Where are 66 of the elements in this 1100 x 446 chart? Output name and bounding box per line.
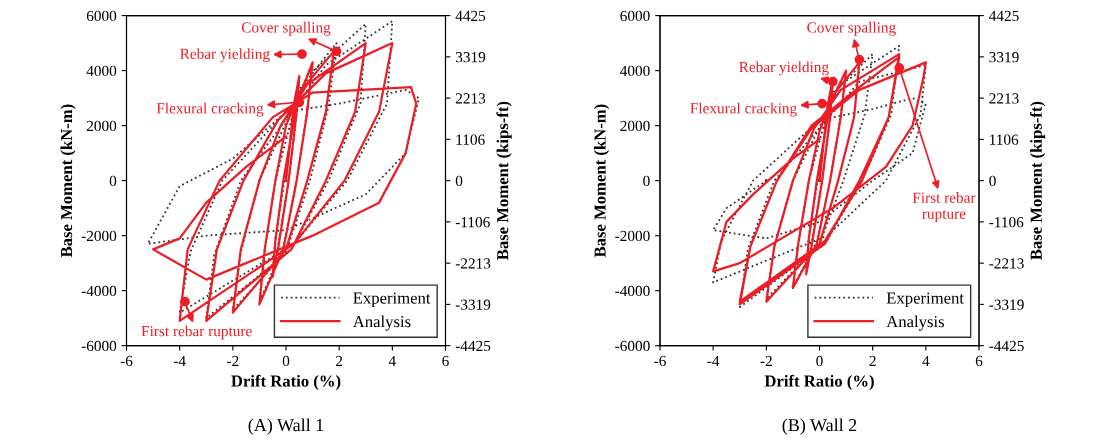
y2-tick-label: 4425 <box>455 10 486 22</box>
annotation: Rebar yielding <box>739 61 829 76</box>
y-tick-label: -6000 <box>615 340 650 352</box>
y2-tick-label: 1106 <box>990 134 1019 145</box>
y-tick-label: -6000 <box>81 340 117 352</box>
x-tick-label: -4 <box>707 355 720 366</box>
y-tick-label: -4000 <box>615 285 650 297</box>
y2-tick-label: -1106 <box>989 217 1024 228</box>
annotation: First rebar rupture <box>912 192 976 222</box>
x-tick-label: -2 <box>227 355 239 366</box>
annotation: Rebar yielding <box>180 48 270 63</box>
y-tick-label: -2000 <box>81 230 117 242</box>
x-axis-title: Drift Ratio (%) <box>231 374 341 391</box>
y2-tick-label: 3319 <box>989 52 1019 63</box>
y2-tick-label: -4425 <box>989 340 1024 352</box>
x-tick-label: -6 <box>120 355 133 367</box>
x-tick-label: 4 <box>388 355 396 366</box>
y2-tick-label: 3319 <box>455 52 486 63</box>
legend-label: Experiment <box>886 292 964 308</box>
annotation: Flexural cracking <box>156 102 264 117</box>
y-tick-label: 2000 <box>620 120 650 132</box>
y-tick-label: 0 <box>643 175 650 187</box>
y2-tick-label: -3319 <box>455 299 491 310</box>
y-axis-title: Base Moment (kN-m) <box>593 104 610 258</box>
y-axis-title: Base Moment (kN-m) <box>60 104 76 258</box>
x-tick-label: 2 <box>336 355 343 366</box>
y2-tick-label: 0 <box>989 175 996 187</box>
y2-tick-label: -2213 <box>455 258 491 269</box>
y2-tick-label: 4425 <box>989 10 1019 22</box>
text: (B) Wall 2 <box>782 418 857 435</box>
y-tick-label: 4000 <box>86 65 117 77</box>
x-tick-label: 0 <box>816 355 823 367</box>
x-tick-label: -6 <box>654 355 666 367</box>
x-tick-label: 6 <box>442 355 449 367</box>
annotation: Cover spalling <box>807 21 896 36</box>
y2-tick-label: 2213 <box>989 93 1019 104</box>
y-tick-label: 4000 <box>620 65 650 77</box>
y2-axis-title: Base Moment (kips-ft) <box>1029 101 1046 260</box>
x-tick-label: -2 <box>760 355 772 366</box>
legend-label: Analysis <box>886 315 944 331</box>
legend-label: Analysis <box>352 315 411 331</box>
legend-label: Experiment <box>353 292 431 308</box>
y2-tick-label: 2213 <box>455 93 486 104</box>
y-tick-label: 0 <box>109 175 117 187</box>
text: (A) Wall 1 <box>248 418 324 435</box>
x-tick-label: 6 <box>975 355 983 367</box>
y2-tick-label: -3319 <box>989 299 1024 310</box>
x-tick-label: 4 <box>922 355 930 366</box>
x-axis-title: Drift Ratio (%) <box>764 374 874 391</box>
y2-tick-label: -4425 <box>455 340 491 352</box>
y2-tick-label: -2213 <box>989 258 1024 269</box>
y2-tick-label: 1106 <box>456 134 485 145</box>
y-tick-label: -2000 <box>615 230 650 242</box>
y-tick-label: 6000 <box>86 10 117 22</box>
x-tick-label: 2 <box>869 355 876 366</box>
y-tick-label: 6000 <box>620 10 650 22</box>
x-tick-label: 0 <box>282 355 290 367</box>
annotation: First rebar rupture <box>141 325 252 340</box>
y2-tick-label: 0 <box>455 175 463 187</box>
y2-tick-label: -1106 <box>455 217 490 228</box>
y-tick-label: -4000 <box>81 285 117 297</box>
y2-axis-title: Base Moment (kips-ft) <box>496 101 512 260</box>
annotation: Cover spalling <box>241 21 331 36</box>
annotation: Flexural cracking <box>690 102 797 117</box>
x-tick-label: -4 <box>173 355 186 366</box>
y-tick-label: 2000 <box>86 120 117 132</box>
